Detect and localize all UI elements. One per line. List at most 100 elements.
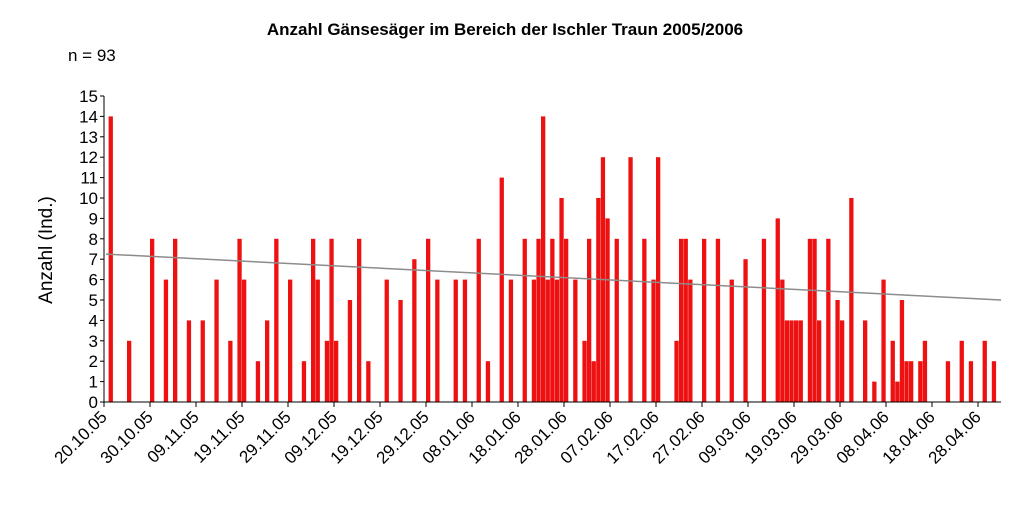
bar (702, 238, 707, 402)
y-tick-label: 10 (79, 189, 98, 208)
bar (761, 238, 767, 402)
bar (656, 157, 661, 402)
bar (881, 279, 886, 402)
bar (642, 238, 647, 402)
y-tick-label: 1 (89, 373, 98, 392)
bar (288, 279, 293, 402)
bar (150, 238, 155, 402)
bar (214, 279, 219, 402)
bar (775, 218, 780, 402)
bar (628, 157, 633, 402)
bar (899, 300, 905, 402)
bar (324, 340, 330, 402)
bar (173, 238, 178, 402)
bar (311, 238, 316, 402)
bar (596, 198, 601, 402)
bar (384, 279, 389, 402)
bar (462, 279, 468, 402)
bar (545, 279, 550, 402)
bar (357, 238, 362, 402)
y-tick-label: 3 (89, 332, 98, 351)
bar (849, 198, 854, 402)
bar (536, 238, 541, 402)
y-tick-label: 15 (79, 87, 98, 106)
bar (550, 238, 555, 402)
chart-title: Anzahl Gänsesäger im Bereich der Ischler… (267, 20, 743, 39)
y-tick-label: 2 (89, 352, 98, 371)
bar (108, 116, 113, 403)
bar (840, 320, 845, 402)
bar (812, 238, 817, 402)
bar (789, 320, 794, 402)
bar (508, 279, 514, 402)
bar (274, 238, 279, 402)
bar (945, 361, 951, 402)
y-tick-label: 12 (79, 148, 98, 167)
bar (679, 238, 684, 402)
bar (228, 340, 233, 402)
bar (476, 238, 481, 402)
bar (729, 279, 734, 402)
bar (863, 320, 868, 402)
bar (743, 259, 748, 402)
bar (982, 340, 987, 402)
bar (255, 361, 261, 402)
bar (872, 381, 877, 402)
bar (794, 320, 799, 402)
bar (683, 238, 688, 402)
bar (522, 238, 527, 402)
bar (485, 361, 491, 402)
bar (688, 279, 693, 402)
bar (347, 300, 353, 402)
bar (826, 238, 831, 402)
y-tick-label: 7 (89, 250, 98, 269)
bar (265, 320, 270, 402)
bar (798, 320, 803, 402)
bar (807, 238, 813, 402)
bar (909, 361, 914, 402)
y-tick-label: 8 (89, 230, 98, 249)
bar (435, 279, 440, 402)
bar (582, 340, 587, 402)
bar (541, 116, 546, 403)
bar (991, 361, 997, 402)
bar (835, 300, 840, 402)
bar (959, 340, 964, 402)
bar (200, 320, 205, 402)
y-tick-label: 5 (89, 291, 98, 310)
y-tick-label: 14 (79, 107, 98, 126)
y-tick-label: 9 (89, 209, 98, 228)
trend-line (105, 253, 1002, 301)
bar (587, 238, 592, 402)
bar (242, 279, 247, 402)
y-tick-label: 0 (89, 393, 98, 412)
bar (895, 381, 900, 402)
bar (780, 279, 785, 402)
y-tick-label: 6 (89, 271, 98, 290)
bar (315, 279, 320, 402)
bar (398, 300, 403, 402)
bar (366, 361, 371, 402)
bar (127, 340, 132, 402)
bar (499, 177, 504, 402)
sample-size-label: n = 93 (68, 46, 116, 65)
bar (554, 279, 560, 402)
bar (817, 320, 822, 402)
bar (715, 238, 721, 402)
y-tick-label: 11 (80, 169, 98, 188)
bar (412, 259, 417, 402)
bar (904, 361, 909, 402)
bar (559, 198, 564, 402)
y-tick-label: 4 (89, 311, 98, 330)
y-tick-label: 13 (79, 128, 98, 147)
bar (334, 340, 339, 402)
bar (968, 361, 974, 402)
bar (651, 279, 656, 402)
bar (614, 238, 619, 402)
bar (890, 340, 895, 402)
bar (237, 238, 242, 402)
bar (564, 238, 569, 402)
bar (591, 361, 596, 402)
bar (301, 361, 307, 402)
